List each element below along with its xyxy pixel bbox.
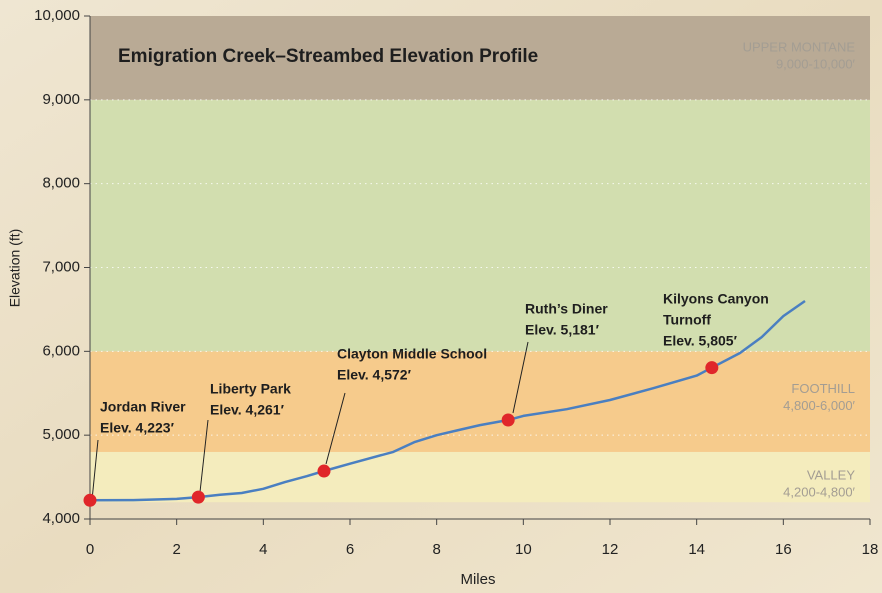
point-marker	[84, 494, 97, 507]
x-tick-label: 4	[259, 541, 267, 558]
y-tick-label: 4,000	[42, 510, 80, 527]
chart: Miles Elevation (ft) VALLEY 4,200-4,800′ F…	[0, 0, 882, 593]
x-tick-label: 2	[172, 541, 180, 558]
x-axis-label: Miles	[460, 571, 495, 588]
zone-band	[90, 351, 870, 452]
annotation: Turnoff	[663, 312, 711, 328]
annotation: Elev. 4,572′	[337, 367, 412, 383]
zone-range: 4,800-6,000′	[783, 398, 855, 413]
point-marker	[705, 361, 718, 374]
x-tick-label: 6	[346, 541, 354, 558]
point-marker	[502, 413, 515, 426]
y-tick-label: 8,000	[42, 175, 80, 192]
annotation: Jordan River	[100, 399, 186, 415]
y-tick-label: 9,000	[42, 91, 80, 108]
annotation: Elev. 5,805′	[663, 333, 738, 349]
annotation: Kilyons Canyon	[663, 291, 769, 307]
annotation: Elev. 5,181′	[525, 322, 600, 338]
annotation: Elev. 4,223′	[100, 420, 175, 436]
y-tick-label: 10,000	[34, 7, 80, 24]
y-axis-label: Elevation (ft)	[7, 229, 23, 308]
point-marker	[318, 465, 331, 478]
annotation: Clayton Middle School	[337, 346, 487, 362]
x-tick-label: 10	[515, 541, 532, 558]
annotation: Elev. 4,261′	[210, 402, 285, 418]
x-tick-label: 0	[86, 541, 94, 558]
zone-name: FOOTHILL	[791, 381, 855, 396]
zone-band	[90, 100, 870, 352]
annotation: Liberty Park	[210, 381, 291, 397]
chart-title: Emigration Creek–Streambed Elevation Pro…	[118, 46, 538, 67]
zone-name: UPPER MONTANE	[743, 39, 856, 54]
y-tick-label: 6,000	[42, 342, 80, 359]
x-tick-label: 16	[775, 541, 792, 558]
x-tick-label: 18	[862, 541, 879, 558]
zone-range: 9,000-10,000′	[776, 56, 856, 71]
point-marker	[192, 491, 205, 504]
x-tick-label: 12	[602, 541, 619, 558]
zone-range: 4,200-4,800′	[783, 484, 855, 499]
x-tick-label: 14	[688, 541, 705, 558]
annotation: Ruth’s Diner	[525, 301, 608, 317]
x-tick-label: 8	[432, 541, 440, 558]
y-tick-label: 5,000	[42, 426, 80, 443]
zone-name: VALLEY	[807, 467, 856, 482]
zone-band	[90, 452, 870, 502]
y-tick-label: 7,000	[42, 258, 80, 275]
